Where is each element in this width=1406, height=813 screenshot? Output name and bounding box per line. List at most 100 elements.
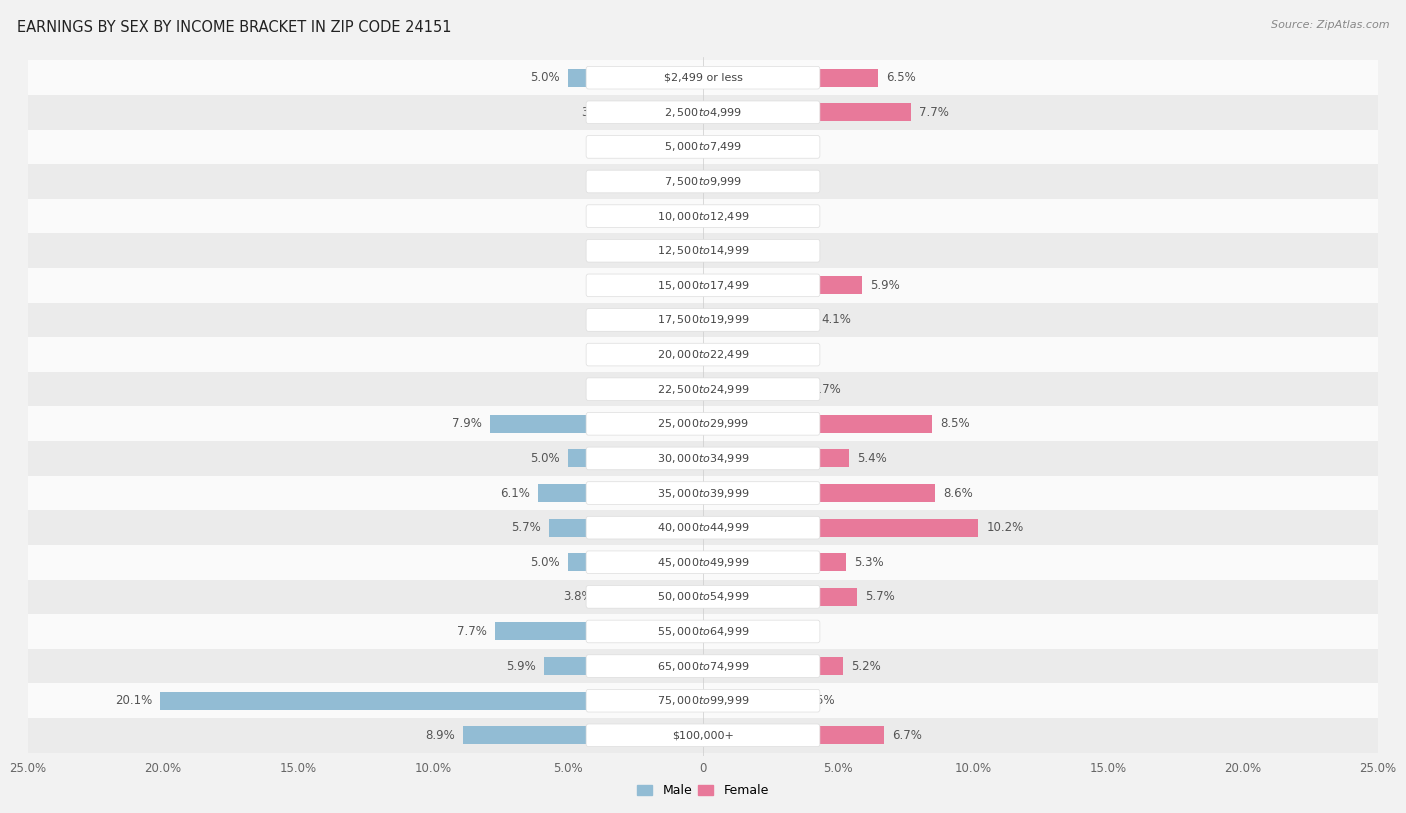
- Text: 7.9%: 7.9%: [451, 417, 482, 430]
- Text: $100,000+: $100,000+: [672, 730, 734, 741]
- FancyBboxPatch shape: [28, 718, 1378, 753]
- Bar: [703, 138, 779, 156]
- Bar: [538, 484, 703, 502]
- Text: 7.7%: 7.7%: [920, 106, 949, 119]
- Text: 2.8%: 2.8%: [787, 625, 817, 638]
- Text: 7.7%: 7.7%: [457, 625, 486, 638]
- Text: 3.7%: 3.7%: [811, 383, 841, 396]
- FancyBboxPatch shape: [28, 649, 1378, 684]
- FancyBboxPatch shape: [586, 447, 820, 470]
- Text: $50,000 to $54,999: $50,000 to $54,999: [657, 590, 749, 603]
- Text: $20,000 to $22,499: $20,000 to $22,499: [657, 348, 749, 361]
- Text: 6.1%: 6.1%: [501, 486, 530, 499]
- Text: 5.0%: 5.0%: [530, 556, 560, 569]
- Bar: [703, 692, 797, 710]
- FancyBboxPatch shape: [586, 654, 820, 677]
- FancyBboxPatch shape: [586, 101, 820, 124]
- Text: 8.6%: 8.6%: [943, 486, 973, 499]
- FancyBboxPatch shape: [586, 136, 820, 159]
- Bar: [703, 311, 814, 329]
- FancyBboxPatch shape: [28, 164, 1378, 199]
- FancyBboxPatch shape: [586, 170, 820, 193]
- Bar: [600, 588, 703, 606]
- FancyBboxPatch shape: [586, 689, 820, 712]
- FancyBboxPatch shape: [586, 309, 820, 331]
- Bar: [703, 588, 856, 606]
- Bar: [652, 138, 703, 156]
- Text: $75,000 to $99,999: $75,000 to $99,999: [657, 694, 749, 707]
- Text: $25,000 to $29,999: $25,000 to $29,999: [657, 417, 749, 430]
- Bar: [703, 241, 773, 259]
- FancyBboxPatch shape: [28, 337, 1378, 372]
- Text: 10.2%: 10.2%: [987, 521, 1024, 534]
- Text: 2.8%: 2.8%: [787, 141, 817, 154]
- Text: $10,000 to $12,499: $10,000 to $12,499: [657, 210, 749, 223]
- Text: 1.9%: 1.9%: [614, 141, 644, 154]
- Text: 1.8%: 1.8%: [759, 348, 789, 361]
- Text: $45,000 to $49,999: $45,000 to $49,999: [657, 556, 749, 569]
- Bar: [703, 103, 911, 121]
- Text: 5.9%: 5.9%: [870, 279, 900, 292]
- Bar: [568, 68, 703, 87]
- Bar: [489, 415, 703, 433]
- FancyBboxPatch shape: [28, 233, 1378, 268]
- FancyBboxPatch shape: [28, 60, 1378, 95]
- Text: 1.5%: 1.5%: [624, 244, 654, 257]
- Text: 2.2%: 2.2%: [606, 383, 636, 396]
- Bar: [644, 380, 703, 398]
- Bar: [662, 241, 703, 259]
- FancyBboxPatch shape: [586, 343, 820, 366]
- Bar: [703, 172, 747, 190]
- Bar: [703, 726, 884, 745]
- Text: 5.7%: 5.7%: [865, 590, 894, 603]
- Bar: [619, 103, 703, 121]
- FancyBboxPatch shape: [28, 580, 1378, 614]
- Bar: [703, 68, 879, 87]
- FancyBboxPatch shape: [586, 239, 820, 262]
- Text: 5.7%: 5.7%: [512, 521, 541, 534]
- FancyBboxPatch shape: [586, 274, 820, 297]
- Legend: Male, Female: Male, Female: [633, 780, 773, 802]
- Text: EARNINGS BY SEX BY INCOME BRACKET IN ZIP CODE 24151: EARNINGS BY SEX BY INCOME BRACKET IN ZIP…: [17, 20, 451, 35]
- Text: 2.0%: 2.0%: [612, 279, 641, 292]
- Text: $40,000 to $44,999: $40,000 to $44,999: [657, 521, 749, 534]
- Text: $12,500 to $14,999: $12,500 to $14,999: [657, 244, 749, 257]
- FancyBboxPatch shape: [586, 585, 820, 608]
- Text: $22,500 to $24,999: $22,500 to $24,999: [657, 383, 749, 396]
- Bar: [703, 554, 846, 572]
- Bar: [568, 554, 703, 572]
- Text: 1.1%: 1.1%: [636, 175, 665, 188]
- FancyBboxPatch shape: [586, 67, 820, 89]
- Text: 4.1%: 4.1%: [821, 314, 852, 327]
- Text: $15,000 to $17,499: $15,000 to $17,499: [657, 279, 749, 292]
- Text: 2.8%: 2.8%: [589, 348, 619, 361]
- Text: 3.8%: 3.8%: [562, 590, 592, 603]
- Text: 6.7%: 6.7%: [891, 728, 922, 741]
- Bar: [627, 346, 703, 363]
- FancyBboxPatch shape: [28, 545, 1378, 580]
- FancyBboxPatch shape: [586, 516, 820, 539]
- Text: 6.5%: 6.5%: [887, 72, 917, 85]
- FancyBboxPatch shape: [586, 482, 820, 504]
- Bar: [495, 623, 703, 641]
- Text: $65,000 to $74,999: $65,000 to $74,999: [657, 659, 749, 672]
- Bar: [703, 207, 741, 225]
- FancyBboxPatch shape: [28, 372, 1378, 406]
- FancyBboxPatch shape: [586, 378, 820, 401]
- Text: 5.3%: 5.3%: [855, 556, 884, 569]
- Text: $2,500 to $4,999: $2,500 to $4,999: [664, 106, 742, 119]
- FancyBboxPatch shape: [28, 95, 1378, 129]
- FancyBboxPatch shape: [28, 302, 1378, 337]
- Text: 5.9%: 5.9%: [506, 659, 536, 672]
- FancyBboxPatch shape: [586, 724, 820, 746]
- Bar: [463, 726, 703, 745]
- Text: $17,500 to $19,999: $17,500 to $19,999: [657, 314, 749, 327]
- Text: 2.1%: 2.1%: [609, 314, 638, 327]
- Text: 2.6%: 2.6%: [782, 244, 811, 257]
- Text: $55,000 to $64,999: $55,000 to $64,999: [657, 625, 749, 638]
- Bar: [703, 415, 932, 433]
- Text: $35,000 to $39,999: $35,000 to $39,999: [657, 486, 749, 499]
- FancyBboxPatch shape: [28, 129, 1378, 164]
- Text: $2,499 or less: $2,499 or less: [664, 72, 742, 83]
- FancyBboxPatch shape: [28, 511, 1378, 545]
